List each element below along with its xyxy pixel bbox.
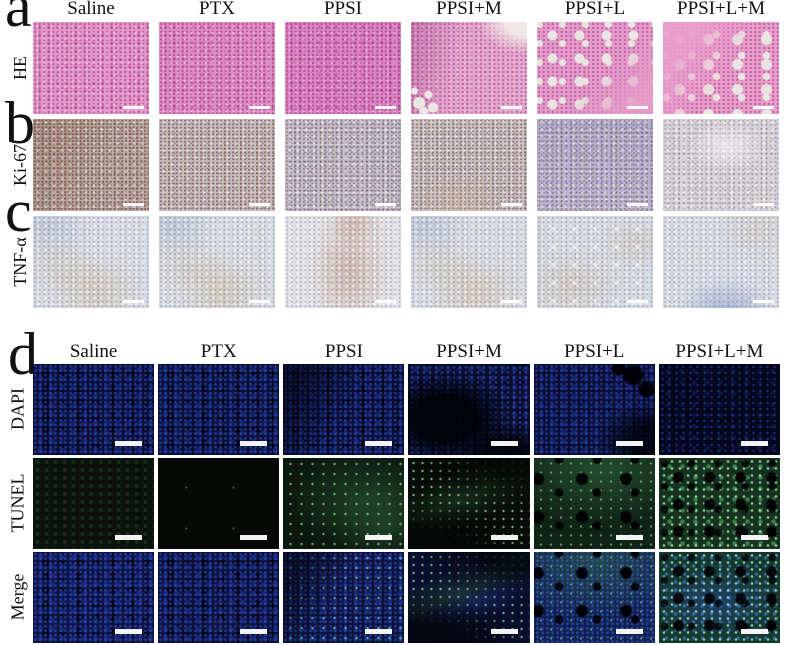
scale-bar: [365, 441, 393, 446]
column-header-ppsi-m: PPSI+M: [436, 0, 502, 19]
scale-bar: [740, 535, 768, 540]
micrograph-dapi-ppsim: [408, 364, 530, 455]
scale-bar: [249, 106, 270, 109]
panel-letter-b: b: [5, 90, 35, 156]
micrograph-tunel-saline: [33, 458, 155, 549]
micrograph-he-saline: [33, 22, 149, 114]
scale-bar: [490, 629, 518, 634]
column-header-saline: Saline: [67, 0, 115, 19]
scale-bar: [249, 300, 270, 303]
micrograph-tunel-ppsi: [283, 458, 405, 549]
scale-bar: [615, 535, 643, 540]
micrograph-dapi-ppsil: [533, 364, 655, 455]
scale-bar: [740, 441, 768, 446]
micrograph-merge-saline: [33, 552, 155, 643]
micrograph-ki67-saline: [33, 119, 149, 211]
scale-bar: [615, 441, 643, 446]
scale-bar: [375, 106, 396, 109]
scale-bar: [490, 535, 518, 540]
column-header-ppsi: PPSI: [323, 0, 363, 19]
scale-bar: [753, 106, 774, 109]
scale-bar: [123, 106, 144, 109]
row-label-tunel: TUNEL: [7, 473, 28, 533]
row-label-he: HE: [10, 56, 30, 80]
micrograph-he-ppsim: [411, 22, 527, 114]
micrograph-tunel-ppsil: [533, 458, 655, 549]
micrograph-tunel-ppsim: [408, 458, 530, 549]
column-header-ppsi-l-m: PPSI+L+M: [675, 341, 764, 362]
panel-letter-c: c: [5, 178, 32, 244]
scale-bar: [365, 535, 393, 540]
scale-bar: [740, 629, 768, 634]
micrograph-dapi-ptx: [158, 364, 280, 455]
scale-bar: [249, 203, 270, 206]
micrograph-dapi-saline: [33, 364, 155, 455]
row-label-dapi: DAPI: [7, 388, 28, 431]
scale-bar: [753, 300, 774, 303]
scale-bar: [375, 300, 396, 303]
micrograph-ki67-ppsilm: [663, 119, 779, 211]
micrograph-ki67-ppsim: [411, 119, 527, 211]
scale-bar: [123, 203, 144, 206]
micrograph-ki67-ppsi: [285, 119, 401, 211]
micrograph-tnf-ppsi: [285, 216, 401, 308]
micrograph-he-ptx: [159, 22, 275, 114]
ihc-tile-grid: [33, 22, 779, 308]
micrograph-merge-ppsil: [533, 552, 655, 643]
panel-letter-a: a: [5, 0, 32, 39]
column-header-ppsi-l: PPSI+L: [564, 341, 625, 362]
row-label-tnf-alpha: TNF-α: [10, 237, 30, 287]
micrograph-tunel-ptx: [158, 458, 280, 549]
micrograph-tunel-ppsilm: [658, 458, 780, 549]
scale-bar: [115, 629, 143, 634]
micrograph-tnf-ppsil: [537, 216, 653, 308]
scale-bar: [627, 106, 648, 109]
micrograph-dapi-ppsilm: [658, 364, 780, 455]
column-header-ppsi-m: PPSI+M: [436, 341, 502, 362]
micrograph-he-ppsi: [285, 22, 401, 114]
row-label-ki67: Ki-67: [10, 144, 30, 186]
micrograph-tnf-ptx: [159, 216, 275, 308]
scale-bar: [115, 535, 143, 540]
micrograph-merge-ppsilm: [658, 552, 780, 643]
micrograph-he-ppsilm: [663, 22, 779, 114]
column-header-ppsi-l: PPSI+L: [564, 0, 626, 19]
scale-bar: [240, 629, 268, 634]
scale-bar: [627, 203, 648, 206]
column-header-ppsi-l-m: PPSI+L+M: [677, 0, 765, 19]
micrograph-merge-ptx: [158, 552, 280, 643]
micrograph-ki67-ppsil: [537, 119, 653, 211]
scale-bar: [375, 203, 396, 206]
scale-bar: [753, 203, 774, 206]
scale-bar: [240, 535, 268, 540]
if-column-headers: Saline PTX PPSI PPSI+M PPSI+L PPSI+L+M: [33, 341, 780, 363]
scale-bar: [627, 300, 648, 303]
scale-bar: [501, 203, 522, 206]
scale-bar: [240, 441, 268, 446]
micrograph-he-ppsil: [537, 22, 653, 114]
scale-bar: [615, 629, 643, 634]
column-header-ptx: PTX: [200, 341, 237, 362]
micrograph-dapi-ppsi: [283, 364, 405, 455]
ihc-column-headers: Saline PTX PPSI PPSI+M PPSI+L PPSI+L+M: [33, 0, 779, 20]
scale-bar: [365, 629, 393, 634]
scale-bar: [123, 300, 144, 303]
row-label-merge: Merge: [7, 573, 28, 621]
column-header-ptx: PTX: [199, 0, 235, 19]
micrograph-merge-ppsim: [408, 552, 530, 643]
micrograph-tnf-ppsilm: [663, 216, 779, 308]
scale-bar: [490, 441, 518, 446]
micrograph-merge-ppsi: [283, 552, 405, 643]
micrograph-ki67-ptx: [159, 119, 275, 211]
scale-bar: [501, 106, 522, 109]
column-header-saline: Saline: [69, 341, 118, 362]
scale-bar: [115, 441, 143, 446]
if-tile-grid: [33, 364, 780, 643]
micrograph-tnf-ppsim: [411, 216, 527, 308]
column-header-ppsi: PPSI: [324, 341, 363, 362]
micrograph-tnf-saline: [33, 216, 149, 308]
scale-bar: [501, 300, 522, 303]
